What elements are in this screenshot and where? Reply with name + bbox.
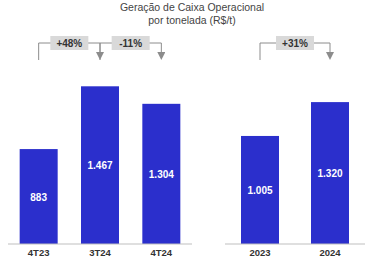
bar: [81, 86, 119, 244]
x-axis-line: [8, 244, 192, 245]
x-axis-line: [225, 244, 365, 245]
data-label: 1.005: [247, 185, 272, 196]
annotation-text: +31%: [282, 38, 308, 49]
bar: [20, 149, 58, 244]
x-tick-label: 4T23: [28, 247, 50, 258]
x-tick-label: 4T24: [151, 247, 173, 258]
bars-group: [241, 102, 349, 244]
data-label: 883: [30, 192, 47, 203]
bars-group: [20, 86, 181, 244]
bar: [142, 104, 180, 244]
bar: [311, 102, 349, 244]
chart-root: Geração de Caixa Operacionalpor tonelada…: [0, 0, 370, 260]
annotation-box: [112, 36, 150, 50]
chart-subtitle: por tonelada (R$/t): [148, 14, 236, 26]
x-tick-label: 2024: [319, 247, 341, 258]
data-label: 1.320: [317, 168, 342, 179]
annotation-text: +48%: [56, 38, 82, 49]
data-label: 1.467: [87, 160, 112, 171]
x-tick-label: 3T24: [89, 247, 111, 258]
x-tick-label: 2023: [249, 247, 270, 258]
data-label: 1.304: [149, 169, 174, 180]
annotation-text: -11%: [119, 38, 142, 49]
bar: [241, 136, 279, 244]
chart-title: Geração de Caixa Operacional: [120, 1, 264, 13]
annotation-box: [50, 36, 88, 50]
annotation-box: [276, 36, 314, 50]
